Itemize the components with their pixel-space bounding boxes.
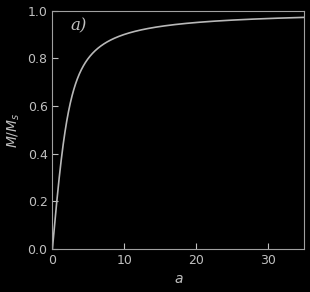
Text: a): a) — [70, 18, 86, 35]
Y-axis label: $M/M_s$: $M/M_s$ — [6, 112, 22, 147]
X-axis label: $a$: $a$ — [174, 272, 183, 286]
